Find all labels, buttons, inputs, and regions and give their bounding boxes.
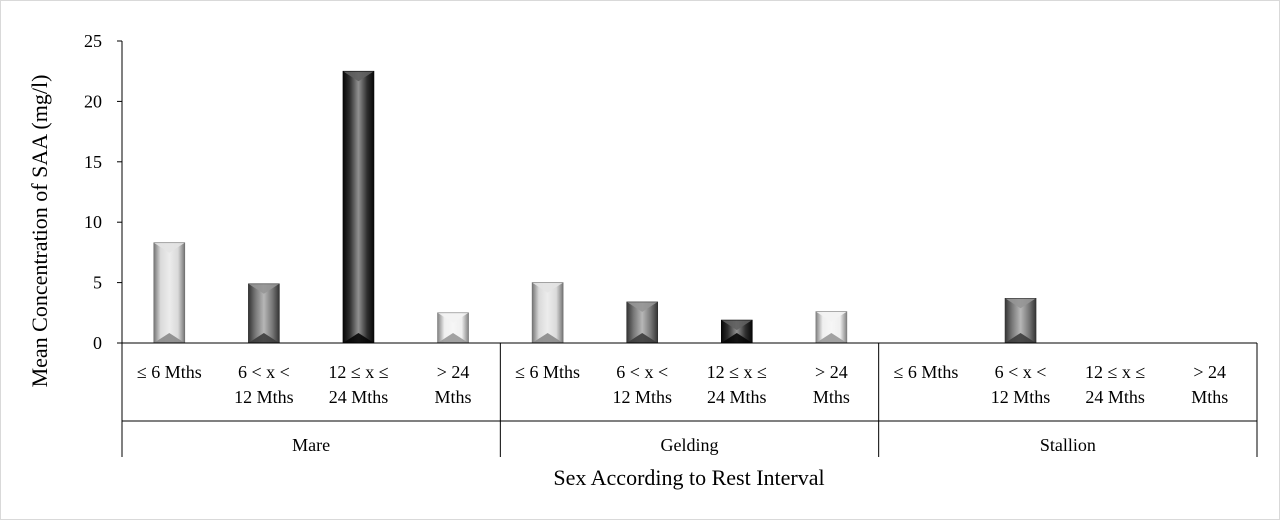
category-label: 6 < x <12 Mths bbox=[234, 362, 294, 407]
bar bbox=[720, 319, 753, 344]
category-label: 12 ≤ x ≤24 Mths bbox=[328, 362, 388, 407]
category-label: > 24 Mths bbox=[813, 362, 850, 407]
category-label: 6 < x <12 Mths bbox=[612, 362, 672, 407]
category-label: > 24 Mths bbox=[1191, 362, 1228, 407]
category-label: ≤ 6 Mths bbox=[137, 362, 202, 382]
group-labels-layer: Mare Gelding Stallion bbox=[121, 343, 1258, 457]
y-tick-label: 0 bbox=[93, 333, 102, 353]
y-tick-label: 10 bbox=[84, 212, 102, 232]
group-label: Stallion bbox=[1040, 435, 1096, 455]
axes-layer bbox=[121, 41, 1257, 344]
category-label: 12 ≤ x ≤24 Mths bbox=[707, 362, 767, 407]
category-label: ≤ 6 Mths bbox=[894, 362, 959, 382]
category-label: > 24 Mths bbox=[435, 362, 472, 407]
bar bbox=[153, 242, 186, 344]
bar bbox=[815, 311, 848, 344]
group-label: Mare bbox=[292, 435, 330, 455]
y-axis-title: Mean Concentration of SAA (mg/l) bbox=[27, 75, 52, 388]
bar bbox=[531, 282, 564, 344]
category-label: 6 < x <12 Mths bbox=[991, 362, 1051, 407]
bar bbox=[437, 312, 469, 344]
y-tick-label: 15 bbox=[84, 152, 102, 172]
group-label: Gelding bbox=[661, 435, 719, 455]
y-tick-label: 5 bbox=[93, 273, 102, 293]
y-ticks-layer: 0 5 10 15 20 25 bbox=[84, 31, 122, 353]
bar bbox=[1004, 298, 1037, 344]
y-tick-label: 25 bbox=[84, 31, 102, 51]
category-labels-layer: ≤ 6 Mths 6 < x <12 Mths 12 ≤ x ≤24 Mths > 2… bbox=[137, 362, 1228, 407]
category-label: ≤ 6 Mths bbox=[515, 362, 580, 382]
y-tick-label: 20 bbox=[84, 91, 102, 111]
bars-layer bbox=[153, 70, 1037, 344]
bar bbox=[342, 70, 375, 344]
bar bbox=[248, 283, 280, 344]
category-label: 12 ≤ x ≤24 Mths bbox=[1085, 362, 1145, 407]
x-axis-title: Sex According to Rest Interval bbox=[553, 465, 824, 490]
bar bbox=[626, 301, 659, 344]
